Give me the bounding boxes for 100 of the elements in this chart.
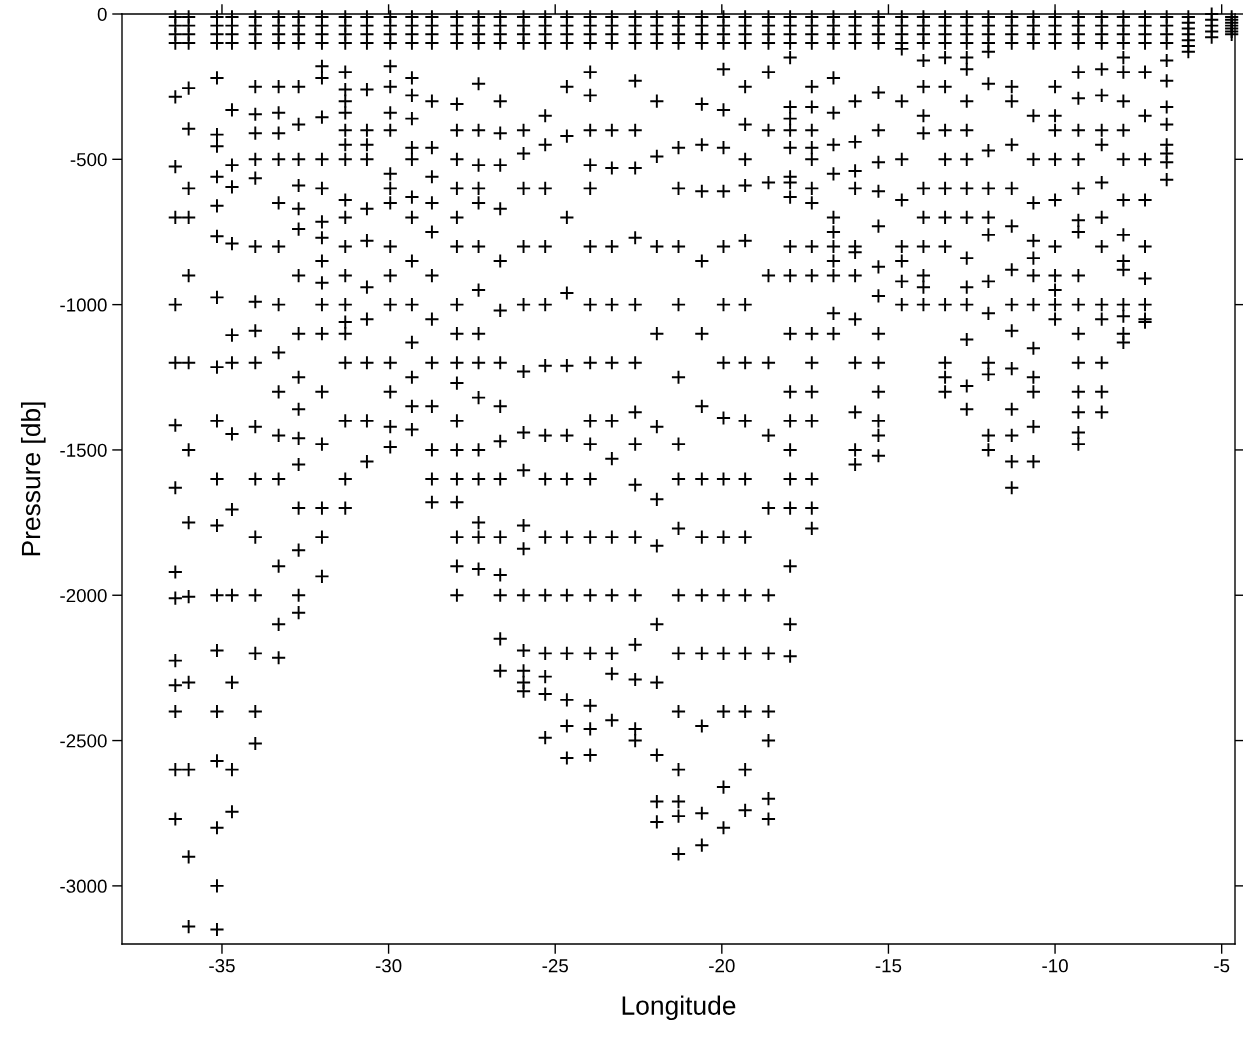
point — [247, 125, 263, 141]
point — [937, 209, 953, 225]
point — [492, 529, 508, 545]
point — [804, 268, 820, 284]
point — [1047, 79, 1063, 95]
point — [337, 413, 353, 429]
point — [1115, 308, 1131, 324]
point — [167, 159, 183, 175]
point — [870, 427, 886, 443]
point — [582, 35, 598, 51]
point — [1094, 355, 1110, 371]
point — [847, 355, 863, 371]
point — [337, 355, 353, 371]
point — [937, 369, 953, 385]
point — [471, 238, 487, 255]
point — [291, 221, 307, 237]
point — [167, 480, 183, 496]
point — [247, 35, 263, 51]
point — [537, 529, 553, 545]
point — [492, 302, 508, 318]
point — [209, 517, 225, 534]
point — [224, 157, 240, 173]
point — [804, 384, 820, 400]
point — [209, 642, 225, 659]
point — [1137, 151, 1153, 167]
point — [1004, 79, 1020, 95]
point — [670, 794, 687, 810]
point — [359, 137, 375, 153]
point — [492, 433, 508, 449]
point — [314, 180, 330, 196]
point — [694, 645, 710, 661]
point — [471, 157, 487, 173]
point — [537, 108, 553, 124]
point — [247, 323, 263, 339]
point — [471, 390, 487, 406]
point — [167, 297, 183, 313]
point — [559, 427, 575, 443]
point — [449, 238, 465, 255]
y-tick-label: -1500 — [60, 443, 107, 457]
point — [404, 398, 420, 414]
point — [181, 674, 197, 690]
point — [559, 471, 575, 487]
y-tick-label: -3000 — [60, 879, 107, 893]
point — [915, 268, 931, 284]
point — [1094, 87, 1110, 103]
point — [582, 721, 598, 737]
point — [804, 520, 820, 536]
point — [382, 439, 398, 455]
point — [670, 645, 687, 661]
point — [980, 442, 996, 458]
point — [1047, 151, 1063, 167]
point — [209, 921, 225, 938]
point — [1070, 384, 1086, 400]
point — [627, 122, 643, 138]
point — [492, 398, 508, 414]
point — [670, 520, 687, 536]
point — [825, 253, 842, 269]
point — [582, 122, 598, 138]
point — [1070, 268, 1086, 284]
point — [1004, 297, 1020, 313]
point — [209, 359, 225, 375]
point — [449, 494, 465, 510]
point — [382, 105, 398, 121]
point — [247, 294, 263, 310]
point — [359, 355, 375, 371]
x-tick-label: -10 — [1042, 959, 1068, 973]
point — [1137, 297, 1153, 313]
point — [649, 814, 665, 830]
point — [471, 195, 487, 211]
point — [181, 589, 197, 605]
point — [760, 733, 777, 749]
point — [537, 427, 553, 443]
point — [847, 93, 863, 109]
point — [847, 180, 863, 196]
point — [782, 111, 798, 127]
point — [424, 35, 440, 51]
point — [1115, 262, 1131, 278]
point — [804, 413, 820, 429]
point — [782, 140, 798, 156]
point — [627, 721, 643, 737]
point — [1159, 35, 1175, 51]
point — [1115, 122, 1131, 138]
point — [492, 157, 508, 173]
point — [604, 413, 620, 429]
point — [515, 363, 532, 380]
point — [582, 180, 598, 196]
point — [559, 35, 575, 51]
point — [181, 268, 197, 284]
point — [271, 558, 287, 574]
point — [1070, 355, 1086, 371]
point — [209, 413, 225, 429]
point — [181, 442, 197, 458]
point — [471, 471, 487, 487]
point — [737, 151, 753, 167]
point — [760, 427, 777, 443]
point — [825, 105, 842, 121]
point — [959, 378, 975, 394]
point — [1094, 209, 1110, 225]
point — [167, 35, 183, 51]
point — [247, 587, 263, 603]
